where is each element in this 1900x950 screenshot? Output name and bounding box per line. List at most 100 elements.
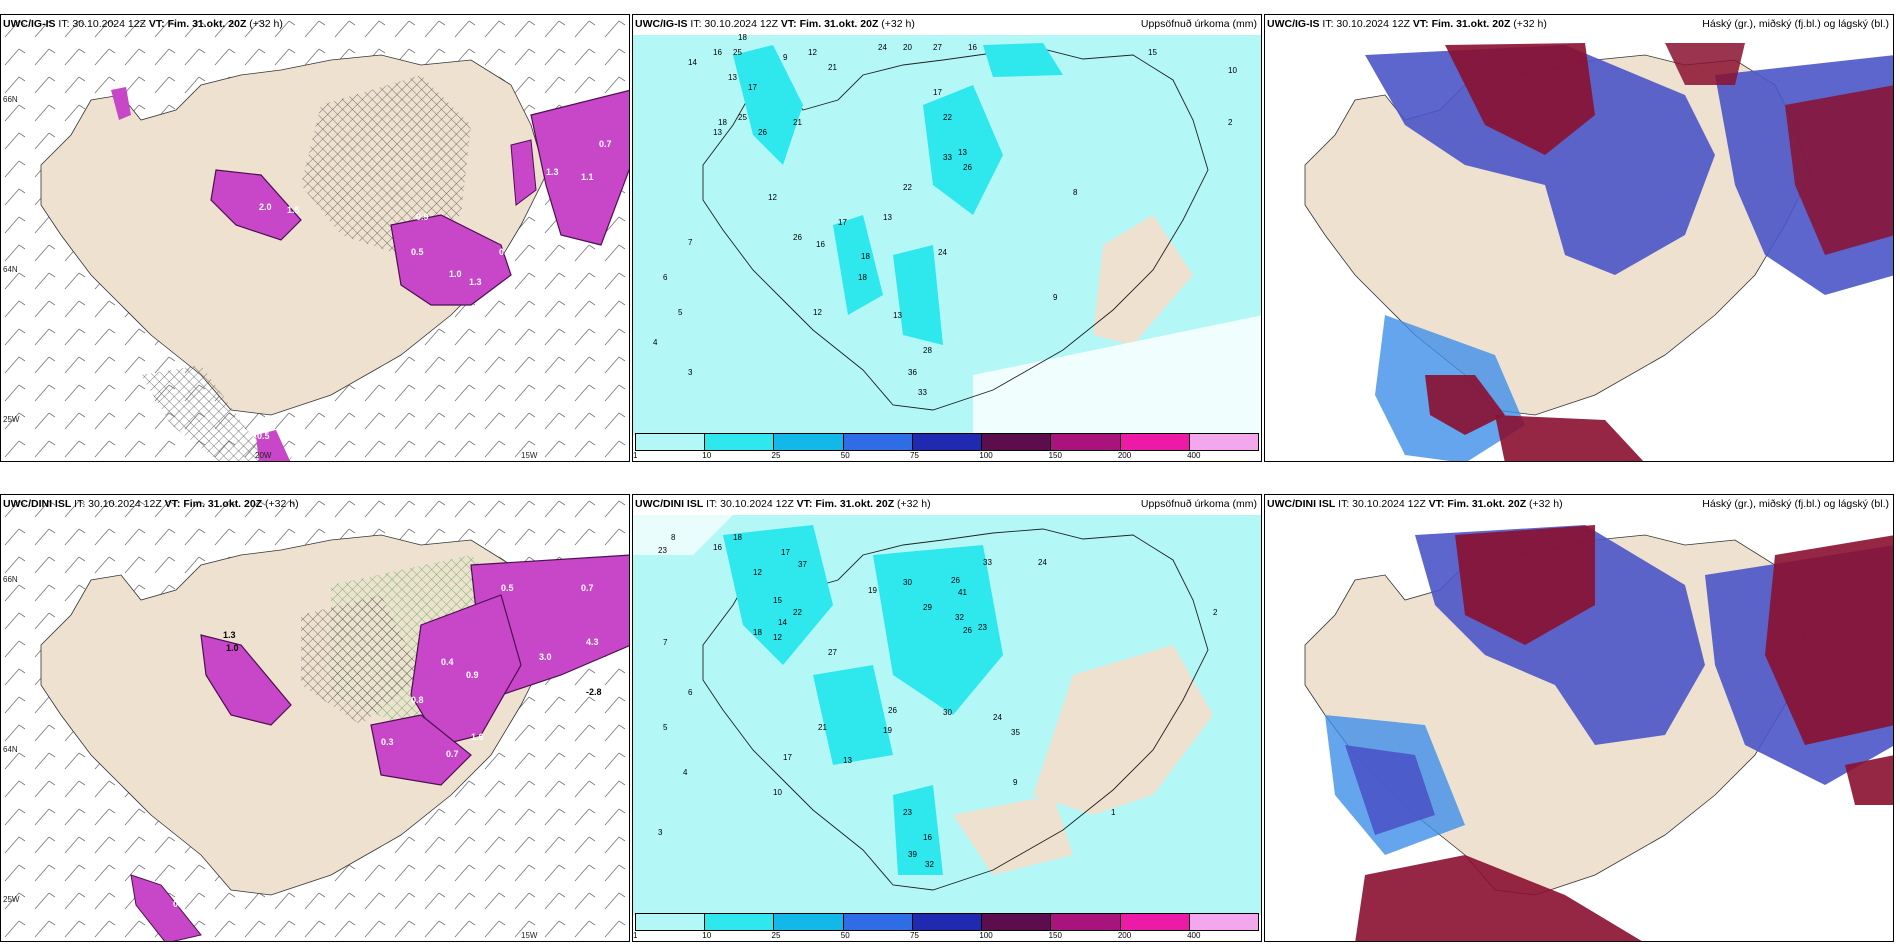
svg-text:17: 17 (933, 88, 942, 97)
hatch-area-south (141, 365, 298, 461)
panel-precip-dini: UWC/DINI ISL IT: 30.10.2024 12Z VT: Fim.… (632, 494, 1262, 942)
svg-text:1.6: 1.6 (471, 732, 484, 742)
svg-text:0.7: 0.7 (581, 583, 594, 593)
svg-text:7: 7 (663, 638, 668, 647)
svg-text:18: 18 (733, 533, 742, 542)
svg-text:12: 12 (773, 633, 782, 642)
svg-text:26: 26 (963, 163, 972, 172)
svg-text:25: 25 (738, 113, 747, 122)
precip-white-area (973, 315, 1261, 435)
precip-blob (923, 85, 1003, 215)
svg-text:13: 13 (958, 148, 967, 157)
wind-map: 0.5 0.7 1.3 1.0 0.4 3.0 4.3 -2.8 0.8 0.9… (1, 495, 629, 941)
colorbar-swatch (843, 434, 913, 450)
precip-blob (873, 545, 1003, 715)
colorbar-label: 50 (840, 451, 850, 460)
svg-text:16: 16 (968, 43, 977, 52)
colorbar-swatch (705, 434, 775, 450)
colorbar-label: 25 (771, 931, 781, 940)
svg-text:23: 23 (903, 808, 912, 817)
precip-blob (893, 785, 943, 875)
lat-label: 66N (3, 95, 18, 104)
svg-text:33: 33 (943, 153, 952, 162)
svg-text:7: 7 (688, 238, 693, 247)
iceland-outline (702, 528, 1209, 891)
svg-text:18: 18 (861, 252, 870, 261)
svg-text:0.5: 0.5 (257, 431, 270, 441)
svg-text:9: 9 (783, 53, 788, 62)
precip-band-south (370, 714, 472, 786)
colorbar-label: 400 (1187, 451, 1201, 460)
svg-text:12: 12 (768, 193, 777, 202)
colorbar-label: 200 (1117, 451, 1132, 460)
lat-label: 66N (3, 575, 18, 584)
svg-text:24: 24 (878, 43, 887, 52)
svg-text:2: 2 (1213, 608, 1218, 617)
panel-cloud-dini: UWC/DINI ISL IT: 30.10.2024 12Z VT: Fim.… (1264, 494, 1894, 942)
panel-wind-igis: UWC/IG-IS IT: 30.10.2024 12Z VT: Fim. 31… (0, 14, 630, 462)
svg-text:9: 9 (1013, 778, 1018, 787)
colorbar-labels: 1 10 25 50 75 100 150 200 400 (633, 931, 1259, 940)
colorbar-swatch (982, 434, 1052, 450)
svg-text:17: 17 (781, 548, 790, 557)
svg-text:14: 14 (688, 58, 697, 67)
svg-text:41: 41 (958, 588, 967, 597)
svg-text:1.5: 1.5 (287, 205, 300, 215)
panel-title: UWC/IG-IS IT: 30.10.2024 12Z VT: Fim. 31… (3, 18, 283, 30)
svg-text:13: 13 (883, 213, 892, 222)
svg-text:12: 12 (813, 308, 822, 317)
precip-band-west (210, 169, 302, 241)
colorbar-swatch (1051, 434, 1121, 450)
svg-text:18: 18 (753, 628, 762, 637)
hatch-area (301, 75, 471, 255)
svg-text:10: 10 (773, 788, 782, 797)
svg-text:30: 30 (943, 708, 952, 717)
svg-text:9: 9 (1053, 293, 1058, 302)
precip-white-area (633, 515, 733, 555)
svg-text:16: 16 (816, 240, 825, 249)
precip-patch-ne (510, 139, 537, 206)
colorbar-label: 150 (1048, 451, 1062, 460)
svg-text:14: 14 (778, 618, 787, 627)
svg-text:19: 19 (883, 726, 892, 735)
colorbar-swatch (774, 434, 844, 450)
precip-map: 8 18 16 23 17 37 12 33 24 19 30 26 41 29… (633, 515, 1261, 915)
svg-text:0.9: 0.9 (416, 212, 429, 222)
colorbar-label: 75 (910, 451, 919, 460)
svg-text:13: 13 (713, 128, 722, 137)
svg-text:26: 26 (963, 626, 972, 635)
svg-text:30: 30 (903, 578, 912, 587)
lat-label: 64N (3, 265, 18, 274)
colorbar-swatch (843, 914, 913, 930)
panel-title: UWC/DINI ISL IT: 30.10.2024 12Z VT: Fim.… (635, 498, 931, 510)
svg-text:16: 16 (923, 833, 932, 842)
wind-labels: 0.5 0.7 1.3 1.0 0.4 3.0 4.3 -2.8 0.8 0.9… (173, 583, 602, 909)
precip-blob (893, 245, 943, 345)
hatch-area (301, 595, 421, 725)
colorbar-swatch (1051, 914, 1121, 930)
svg-text:5: 5 (678, 308, 683, 317)
panel-cloud-igis: UWC/IG-IS IT: 30.10.2024 12Z VT: Fim. 31… (1264, 14, 1894, 462)
svg-text:12: 12 (753, 568, 762, 577)
cloud-high (1765, 535, 1893, 745)
cloud-high (1355, 855, 1642, 941)
svg-text:36: 36 (908, 368, 917, 377)
precip-band-east (530, 89, 629, 246)
svg-text:1.3: 1.3 (546, 167, 559, 177)
iceland-outline (702, 48, 1209, 411)
svg-text:33: 33 (983, 558, 992, 567)
svg-text:22: 22 (943, 113, 952, 122)
panel-title: UWC/DINI ISL IT: 30.10.2024 12Z VT: Fim.… (1267, 498, 1563, 510)
cloud-high (1785, 85, 1893, 255)
colorbar: 1 10 25 50 75 100 150 200 400 (633, 913, 1259, 940)
svg-text:1: 1 (1111, 808, 1116, 817)
svg-text:3: 3 (658, 828, 663, 837)
svg-text:18: 18 (718, 118, 727, 127)
precip-patch-south (256, 430, 291, 461)
wind-map: 0.7 1.1 1.3 2.0 1.5 0.9 1.0 1.3 0.5 0.6 … (1, 15, 629, 461)
svg-text:2.0: 2.0 (259, 202, 272, 212)
cloud-mid (1345, 745, 1435, 835)
panel-subtitle: Uppsöfnuð úrkoma (mm) (1140, 498, 1257, 510)
svg-text:13: 13 (728, 73, 737, 82)
colorbar-label: 50 (840, 931, 850, 940)
